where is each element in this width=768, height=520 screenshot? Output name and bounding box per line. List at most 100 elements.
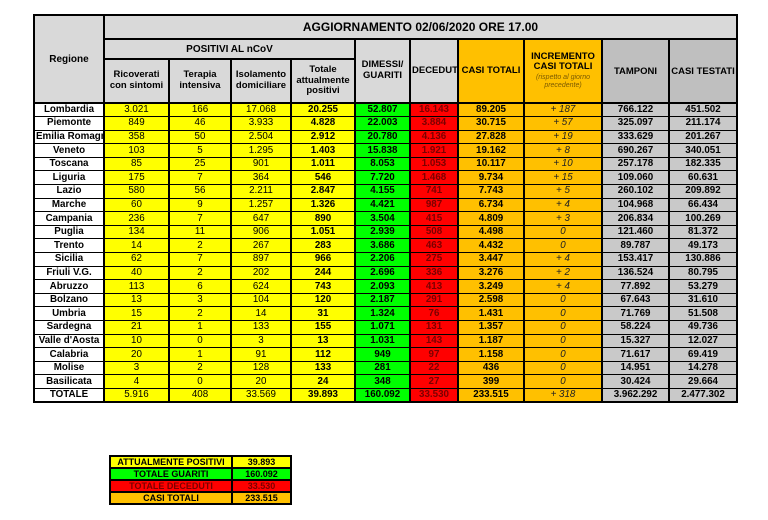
cell-tamponi: 333.629 (601, 129, 670, 145)
cell-dimessi-guariti: 1.071 (354, 320, 411, 335)
region-name-cell: Valle d'Aosta (33, 333, 105, 349)
cell-isolamento-domiciliare: 104 (230, 292, 292, 308)
cell-incremento-casi-totali: 0 (523, 238, 603, 254)
cell-casi-testati: 451.502 (668, 102, 738, 118)
cell-deceduti: 143 (409, 333, 459, 349)
region-row: Valle d'Aosta 10 0 3 13 1.031 143 1.187 0 15.327 1… (33, 333, 738, 349)
cell-totale-attualmente-positivi: 283 (290, 238, 356, 254)
cell-ricoverati-con-sintomi: 40 (103, 265, 170, 281)
cell-terapia-intensiva: 2 (168, 360, 232, 376)
cell-incremento-casi-totali: + 4 (523, 197, 603, 213)
column-header-casi-testati: CASI TESTATI (668, 38, 738, 104)
summary-value: 233.515 (231, 491, 292, 505)
region-row: Umbria 15 2 14 31 1.324 76 1.431 0 71.769 51.508 (33, 306, 738, 321)
cell-casi-testati: 201.267 (668, 129, 738, 145)
cell-deceduti: 1.053 (409, 156, 459, 172)
cell-casi-testati: 2.477.302 (668, 387, 738, 403)
cell-casi-totali: 2.598 (457, 292, 525, 308)
cell-totale-attualmente-positivi: 890 (290, 211, 356, 226)
region-row: Piemonte 849 46 3.933 4.828 22.003 3.884 30.715… (33, 116, 738, 131)
cell-tamponi: 153.417 (601, 252, 670, 267)
cell-dimessi-guariti: 1.324 (354, 306, 411, 321)
cell-isolamento-domiciliare: 906 (230, 224, 292, 240)
cell-tamponi: 15.327 (601, 333, 670, 349)
cell-incremento-casi-totali: + 57 (523, 116, 603, 131)
cell-deceduti: 4.136 (409, 129, 459, 145)
cell-tamponi: 766.122 (601, 102, 670, 118)
cell-dimessi-guariti: 4.421 (354, 197, 411, 213)
cell-casi-totali: 6.734 (457, 197, 525, 213)
cell-deceduti: 275 (409, 252, 459, 267)
region-name-cell: Umbria (33, 306, 105, 321)
cell-tamponi: 260.102 (601, 184, 670, 199)
region-row: Calabria 20 1 91 112 949 97 1.158 0 71.617 69.419 (33, 347, 738, 362)
column-header-casi-totali: CASI TOTALI (457, 38, 525, 104)
cell-dimessi-guariti: 20.780 (354, 129, 411, 145)
cell-incremento-casi-totali: + 187 (523, 102, 603, 118)
column-header-dimessi-guariti: DIMESSI/ GUARITI (354, 38, 411, 104)
cell-casi-testati: 130.886 (668, 252, 738, 267)
cell-isolamento-domiciliare: 2.504 (230, 129, 292, 145)
cell-ricoverati-con-sintomi: 358 (103, 129, 170, 145)
cell-casi-totali: 1.431 (457, 306, 525, 321)
cell-deceduti: 413 (409, 279, 459, 294)
cell-tamponi: 136.524 (601, 265, 670, 281)
cell-casi-totali: 19.162 (457, 143, 525, 158)
cell-dimessi-guariti: 281 (354, 360, 411, 376)
cell-deceduti: 131 (409, 320, 459, 335)
region-name-cell: Toscana (33, 156, 105, 172)
cell-deceduti: 463 (409, 238, 459, 254)
cell-casi-totali: 10.117 (457, 156, 525, 172)
cell-casi-testati: 49.736 (668, 320, 738, 335)
region-name-cell: Campania (33, 211, 105, 226)
cell-terapia-intensiva: 408 (168, 387, 232, 403)
cell-tamponi: 206.834 (601, 211, 670, 226)
cell-terapia-intensiva: 7 (168, 170, 232, 186)
cell-totale-attualmente-positivi: 1.011 (290, 156, 356, 172)
cell-ricoverati-con-sintomi: 60 (103, 197, 170, 213)
cell-deceduti: 76 (409, 306, 459, 321)
summary-row: TOTALE GUARITI 160.092 (109, 467, 292, 481)
cell-ricoverati-con-sintomi: 849 (103, 116, 170, 131)
cell-dimessi-guariti: 52.807 (354, 102, 411, 118)
cell-incremento-casi-totali: + 2 (523, 265, 603, 281)
covid-report-table: Regione AGGIORNAMENTO 02/06/2020 ORE 17.… (33, 14, 738, 404)
cell-totale-attualmente-positivi: 2.847 (290, 184, 356, 199)
summary-label: CASI TOTALI (109, 491, 233, 505)
cell-isolamento-domiciliare: 3.933 (230, 116, 292, 131)
cell-dimessi-guariti: 949 (354, 347, 411, 362)
cell-isolamento-domiciliare: 1.295 (230, 143, 292, 158)
cell-deceduti: 16.143 (409, 102, 459, 118)
region-name-cell: Liguria (33, 170, 105, 186)
cell-dimessi-guariti: 2.187 (354, 292, 411, 308)
column-header-incremento-casi-totali: INCREMENTO CASI TOTALI (rispetto al gior… (523, 38, 603, 104)
cell-incremento-casi-totali: + 19 (523, 129, 603, 145)
cell-ricoverati-con-sintomi: 62 (103, 252, 170, 267)
cell-incremento-casi-totali: + 10 (523, 156, 603, 172)
cell-isolamento-domiciliare: 647 (230, 211, 292, 226)
region-row: Abruzzo 113 6 624 743 2.093 413 3.249 + 4 77.892 5… (33, 279, 738, 294)
cell-deceduti: 3.884 (409, 116, 459, 131)
cell-terapia-intensiva: 6 (168, 279, 232, 294)
cell-isolamento-domiciliare: 17.068 (230, 102, 292, 118)
cell-deceduti: 33.530 (409, 387, 459, 403)
cell-ricoverati-con-sintomi: 10 (103, 333, 170, 349)
cell-isolamento-domiciliare: 1.257 (230, 197, 292, 213)
cell-tamponi: 690.267 (601, 143, 670, 158)
cell-ricoverati-con-sintomi: 85 (103, 156, 170, 172)
cell-isolamento-domiciliare: 128 (230, 360, 292, 376)
summary-row: ATTUALMENTE POSITIVI 39.893 (109, 455, 292, 469)
cell-incremento-casi-totali: 0 (523, 333, 603, 349)
region-name-cell: Veneto (33, 143, 105, 158)
summary-body: ATTUALMENTE POSITIVI 39.893 TOTALE GUARITI… (109, 455, 292, 505)
cell-dimessi-guariti: 2.939 (354, 224, 411, 240)
cell-dimessi-guariti: 3.504 (354, 211, 411, 226)
cell-terapia-intensiva: 1 (168, 320, 232, 335)
cell-casi-totali: 27.828 (457, 129, 525, 145)
cell-isolamento-domiciliare: 897 (230, 252, 292, 267)
cell-casi-testati: 31.610 (668, 292, 738, 308)
cell-totale-attualmente-positivi: 13 (290, 333, 356, 349)
cell-dimessi-guariti: 3.686 (354, 238, 411, 254)
cell-incremento-casi-totali: + 8 (523, 143, 603, 158)
column-header-deceduti: DECEDUTI (409, 38, 459, 104)
